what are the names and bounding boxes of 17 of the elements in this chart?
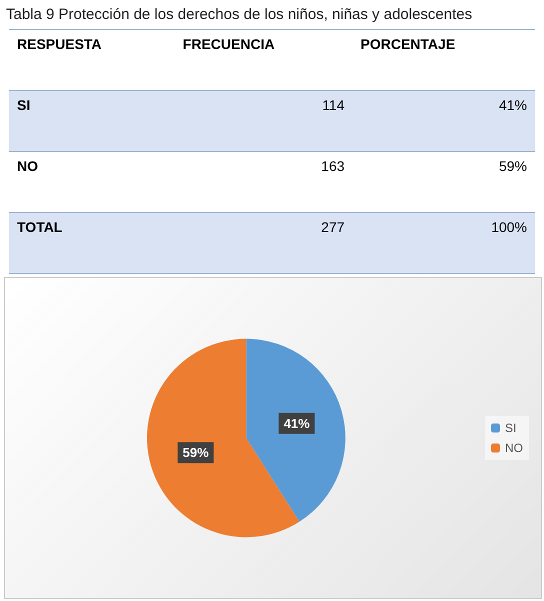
text: NO	[9, 152, 175, 212]
text: 277	[174, 212, 353, 274]
text: 114	[174, 90, 353, 152]
text: 59%	[352, 152, 535, 212]
text: 41%	[352, 90, 535, 152]
text: RESPUESTA	[9, 30, 175, 90]
legend-label: NO	[505, 441, 523, 455]
data-label: 59%	[182, 445, 210, 460]
legend-label: SI	[505, 421, 516, 435]
text: PORCENTAJE	[352, 30, 535, 90]
data-label: 41%	[284, 416, 310, 431]
text: FRECUENCIA	[174, 30, 353, 90]
text: 100%	[352, 212, 535, 274]
text: 163	[174, 152, 353, 212]
text: Tabla 9 Protección de los derechos de los niños, niñas y adolescentes	[6, 6, 474, 23]
text: TOTAL	[9, 212, 175, 274]
text: SI	[9, 90, 175, 152]
